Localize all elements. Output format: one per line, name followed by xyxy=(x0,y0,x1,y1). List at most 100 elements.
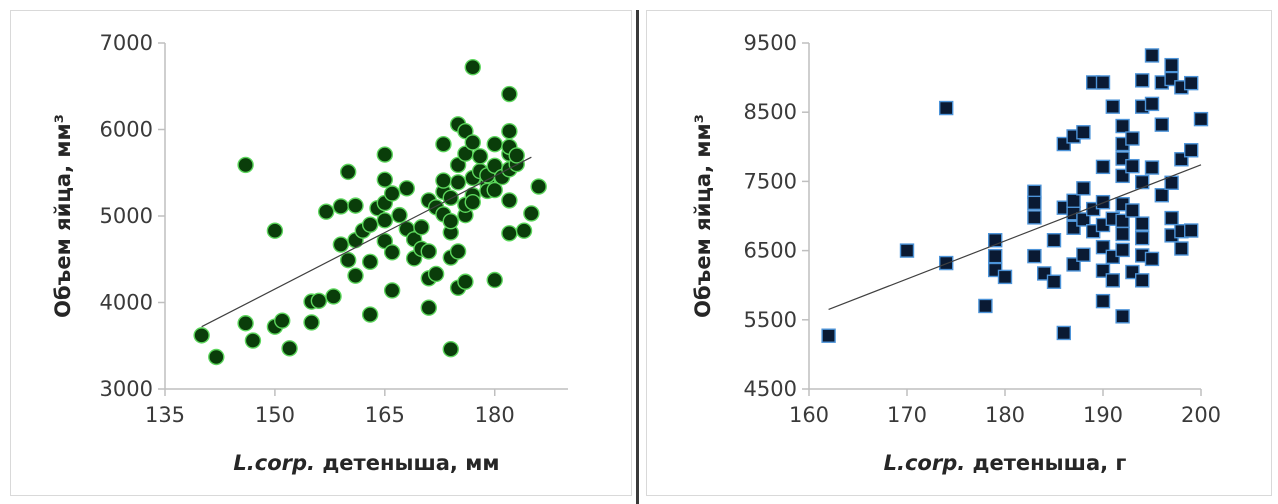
data-point xyxy=(347,267,364,284)
data-point xyxy=(1135,73,1150,88)
y-tick-label: 7000 xyxy=(100,31,153,55)
chart-panel-left: 3000 4000 5000 6000 7000 135 150 165 180 Объем яй… xyxy=(0,0,636,504)
y-tick-label: 6000 xyxy=(100,118,153,142)
data-point xyxy=(1056,325,1071,341)
data-point xyxy=(1135,216,1150,231)
data-point xyxy=(398,180,415,197)
data-point xyxy=(501,123,518,140)
chart-frame-right xyxy=(646,10,1272,496)
data-point xyxy=(1184,75,1199,91)
x-tick-label: 135 xyxy=(145,403,185,427)
x-tick-label: 160 xyxy=(789,403,829,427)
x-axis-title-species: L.corp. xyxy=(233,451,315,475)
panel-divider xyxy=(636,10,639,504)
data-point xyxy=(1105,273,1120,288)
data-point xyxy=(361,253,379,271)
x-axis-title-unit: детеныша, г xyxy=(965,451,1126,475)
data-point xyxy=(1144,251,1160,267)
data-point xyxy=(237,315,254,332)
data-point xyxy=(193,327,210,344)
data-point xyxy=(1144,48,1160,63)
data-point xyxy=(274,312,291,329)
data-point xyxy=(339,163,357,181)
x-tick-label: 190 xyxy=(1083,403,1123,427)
data-point xyxy=(325,288,342,305)
data-point xyxy=(391,206,408,224)
data-point xyxy=(1095,194,1111,210)
data-point xyxy=(1144,160,1160,175)
x-axis-title: L.corp. детеныша, мм xyxy=(233,451,499,475)
data-point xyxy=(208,348,225,366)
data-point xyxy=(464,193,481,211)
data-point xyxy=(939,100,954,116)
data-point xyxy=(435,136,452,153)
data-point xyxy=(383,244,401,261)
data-point xyxy=(464,59,481,76)
y-tick-label: 6500 xyxy=(744,239,797,263)
data-point xyxy=(361,216,379,233)
y-tick-label: 4500 xyxy=(744,377,797,401)
x-tick-label: 180 xyxy=(985,403,1025,427)
data-point xyxy=(427,265,445,283)
data-point xyxy=(332,198,350,215)
y-axis-title: Объем яйца, мм³ xyxy=(691,114,715,318)
data-point xyxy=(376,232,394,250)
x-tick-label: 165 xyxy=(365,403,405,427)
data-point xyxy=(383,185,401,202)
data-point xyxy=(281,340,298,357)
data-point xyxy=(1027,210,1042,225)
data-point xyxy=(339,251,357,269)
data-point xyxy=(508,147,525,164)
x-tick-label: 200 xyxy=(1181,403,1221,427)
y-tick-label: 7500 xyxy=(744,169,797,193)
x-tick-label: 180 xyxy=(475,403,515,427)
data-point xyxy=(420,243,437,260)
data-point xyxy=(988,248,1003,264)
data-point xyxy=(435,172,452,189)
data-point xyxy=(1135,174,1150,190)
data-point xyxy=(376,212,394,229)
data-point xyxy=(237,156,254,174)
x-tick-label: 170 xyxy=(887,403,927,427)
x-tick-label: 150 xyxy=(255,403,295,427)
y-axis-title: Объем яйца, мм³ xyxy=(51,114,75,318)
data-point xyxy=(1105,99,1120,114)
data-point xyxy=(1164,57,1179,73)
data-point xyxy=(449,174,467,191)
data-point xyxy=(1144,96,1160,112)
data-point xyxy=(361,306,379,323)
data-point xyxy=(1115,242,1130,258)
data-point xyxy=(978,298,993,314)
data-point xyxy=(1184,223,1199,238)
chart-right: 4500 5500 6500 7500 8500 9500 160 170 180 190 200 О… xyxy=(691,31,1221,475)
data-point xyxy=(501,225,518,242)
data-point xyxy=(376,171,394,188)
data-point xyxy=(303,314,320,331)
data-point xyxy=(332,236,350,253)
data-point xyxy=(1076,125,1091,140)
data-point xyxy=(1046,274,1062,289)
y-tick-label: 3000 xyxy=(100,377,153,401)
trendline xyxy=(828,164,1202,310)
chart-frame-left xyxy=(10,10,632,496)
data-point xyxy=(442,341,459,358)
data-point xyxy=(376,146,394,163)
y-tick-label: 5000 xyxy=(100,204,153,228)
data-point xyxy=(1193,111,1209,127)
data-point xyxy=(486,136,503,153)
data-point xyxy=(1095,293,1111,309)
data-point xyxy=(1164,210,1179,226)
data-point xyxy=(464,134,481,151)
data-point xyxy=(383,282,401,299)
data-point xyxy=(1115,309,1130,324)
data-point xyxy=(1095,159,1111,175)
data-point xyxy=(1154,188,1169,203)
y-tick-label: 9500 xyxy=(744,31,797,55)
data-point xyxy=(1125,203,1140,218)
data-point xyxy=(1125,158,1140,174)
data-point xyxy=(442,189,459,207)
data-point xyxy=(486,181,503,199)
data-point xyxy=(939,255,954,271)
data-point xyxy=(442,212,459,230)
chart-left: 3000 4000 5000 6000 7000 135 150 165 180 Объем яй… xyxy=(51,31,568,475)
